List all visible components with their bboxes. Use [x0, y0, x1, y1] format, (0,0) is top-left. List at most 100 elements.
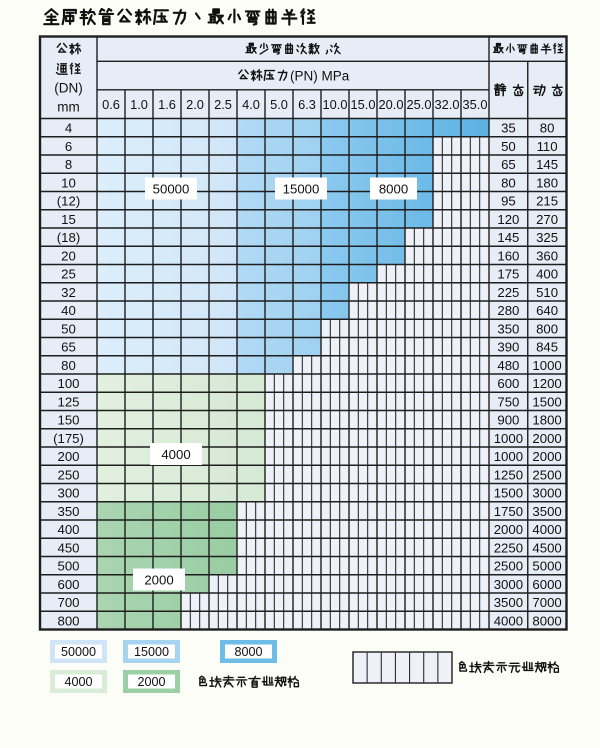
svg-text:2500: 2500: [494, 559, 523, 574]
svg-text:2.0: 2.0: [186, 97, 204, 112]
svg-text:95: 95: [501, 194, 516, 209]
svg-text:25: 25: [61, 267, 76, 282]
svg-text:350: 350: [57, 504, 79, 519]
svg-text:300: 300: [57, 486, 79, 501]
svg-text:1.0: 1.0: [130, 97, 148, 112]
svg-text:50000: 50000: [153, 181, 190, 196]
svg-text:2000: 2000: [494, 522, 523, 537]
svg-text:1000: 1000: [532, 358, 561, 373]
svg-text:50: 50: [61, 321, 76, 336]
svg-text:3000: 3000: [494, 577, 523, 592]
svg-text:175: 175: [497, 267, 519, 282]
svg-text:8000: 8000: [379, 181, 408, 196]
svg-text:50000: 50000: [61, 645, 96, 659]
svg-text:1500: 1500: [532, 394, 561, 409]
svg-text:80: 80: [61, 358, 76, 373]
svg-text:8000: 8000: [532, 614, 561, 629]
svg-text:65: 65: [501, 157, 516, 172]
svg-text:500: 500: [57, 559, 79, 574]
svg-text:4000: 4000: [532, 522, 561, 537]
svg-text:1000: 1000: [494, 431, 523, 446]
svg-text:25.0: 25.0: [407, 97, 432, 112]
svg-text:125: 125: [57, 394, 79, 409]
svg-text:120: 120: [497, 212, 519, 227]
svg-text:750: 750: [497, 394, 519, 409]
svg-text:3000: 3000: [532, 486, 561, 501]
svg-text:450: 450: [57, 541, 79, 556]
svg-text:4000: 4000: [161, 447, 190, 462]
svg-text:2000: 2000: [137, 675, 165, 689]
svg-text:800: 800: [57, 614, 79, 629]
svg-text:8: 8: [65, 157, 72, 172]
svg-text:700: 700: [57, 595, 79, 610]
svg-text:(PN) MPa: (PN) MPa: [290, 69, 350, 84]
svg-text:600: 600: [57, 577, 79, 592]
svg-text:50: 50: [501, 139, 516, 154]
svg-text:400: 400: [57, 522, 79, 537]
svg-text:160: 160: [497, 248, 519, 263]
svg-text:3500: 3500: [532, 504, 561, 519]
svg-text:(18): (18): [57, 230, 80, 245]
svg-text:640: 640: [536, 303, 558, 318]
svg-text:145: 145: [536, 157, 558, 172]
svg-text:200: 200: [57, 449, 79, 464]
svg-text:6: 6: [65, 139, 72, 154]
svg-text:32: 32: [61, 285, 76, 300]
svg-text:480: 480: [497, 358, 519, 373]
svg-text:270: 270: [536, 212, 558, 227]
svg-text:150: 150: [57, 413, 79, 428]
svg-text:2000: 2000: [532, 431, 561, 446]
svg-text:4: 4: [65, 121, 72, 136]
svg-text:2500: 2500: [532, 467, 561, 482]
svg-text:0.6: 0.6: [102, 97, 120, 112]
svg-text:225: 225: [497, 285, 519, 300]
svg-text:2.5: 2.5: [214, 97, 232, 112]
svg-text:15: 15: [61, 212, 76, 227]
svg-text:1200: 1200: [532, 376, 561, 391]
svg-text:215: 215: [536, 194, 558, 209]
svg-text:390: 390: [497, 340, 519, 355]
svg-text:65: 65: [61, 340, 76, 355]
svg-text:325: 325: [536, 230, 558, 245]
svg-text:1500: 1500: [494, 486, 523, 501]
svg-text:(175): (175): [53, 431, 84, 446]
svg-text:4.0: 4.0: [242, 97, 260, 112]
svg-text:(12): (12): [57, 194, 80, 209]
svg-text:15.0: 15.0: [351, 97, 376, 112]
svg-text:2250: 2250: [494, 541, 523, 556]
svg-text:6000: 6000: [532, 577, 561, 592]
svg-text:845: 845: [536, 340, 558, 355]
svg-text:280: 280: [497, 303, 519, 318]
svg-text:5000: 5000: [532, 559, 561, 574]
svg-text:110: 110: [537, 139, 558, 154]
svg-text:180: 180: [536, 175, 558, 190]
svg-text:1250: 1250: [494, 467, 523, 482]
svg-text:15000: 15000: [134, 645, 169, 659]
svg-text:1000: 1000: [494, 449, 523, 464]
svg-text:10: 10: [61, 175, 76, 190]
svg-text:4000: 4000: [64, 675, 92, 689]
svg-text:6.3: 6.3: [298, 97, 316, 112]
svg-text:4000: 4000: [494, 614, 523, 629]
svg-text:145: 145: [497, 230, 519, 245]
svg-text:1750: 1750: [494, 504, 523, 519]
svg-text:2000: 2000: [144, 572, 173, 587]
svg-text:20: 20: [61, 248, 76, 263]
svg-text:(DN): (DN): [54, 81, 83, 96]
svg-text:1.6: 1.6: [158, 97, 176, 112]
svg-text:360: 360: [536, 248, 558, 263]
svg-text:400: 400: [536, 267, 558, 282]
svg-text:20.0: 20.0: [379, 97, 404, 112]
svg-text:7000: 7000: [532, 595, 561, 610]
svg-text:900: 900: [497, 413, 519, 428]
svg-text:2000: 2000: [532, 449, 561, 464]
svg-text:100: 100: [57, 376, 79, 391]
svg-text:4500: 4500: [532, 541, 561, 556]
svg-text:510: 510: [536, 285, 558, 300]
svg-text:600: 600: [497, 376, 519, 391]
svg-text:8000: 8000: [234, 645, 262, 659]
svg-text:mm: mm: [57, 100, 80, 115]
svg-text:5.0: 5.0: [270, 97, 288, 112]
svg-text:350: 350: [497, 321, 519, 336]
svg-text:35.0: 35.0: [463, 97, 488, 112]
